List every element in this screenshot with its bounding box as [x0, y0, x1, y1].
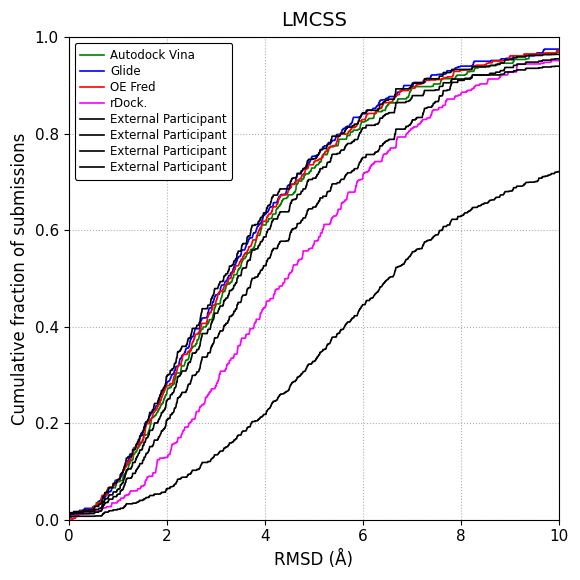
Y-axis label: Cumulative fraction of submissions: Cumulative fraction of submissions [11, 132, 29, 425]
Line: OE Fred: OE Fred [68, 50, 559, 520]
OE Fred [121, 466, 128, 473]
External Participant [253, 221, 260, 228]
External Participant [150, 440, 157, 447]
External Participant [150, 404, 157, 411]
External Participant [121, 463, 128, 470]
Line: External Participant: External Participant [68, 59, 559, 517]
OE Fred [556, 47, 563, 54]
External Participant [65, 514, 72, 521]
Glide [121, 463, 128, 470]
External Participant [494, 194, 501, 201]
Glide [274, 195, 281, 202]
External Participant [546, 172, 553, 179]
External Participant [274, 242, 281, 249]
Legend: Autodock Vina, Glide, OE Fred, rDock., External Participant, External Participan: Autodock Vina, Glide, OE Fred, rDock., E… [75, 43, 233, 180]
Title: LMCSS: LMCSS [281, 11, 347, 30]
Glide [556, 46, 563, 53]
Line: rDock.: rDock. [68, 61, 559, 520]
External Participant [253, 418, 260, 425]
External Participant [65, 514, 72, 521]
External Participant [552, 51, 559, 58]
OE Fred [494, 57, 501, 64]
External Participant [556, 168, 563, 175]
External Participant [253, 274, 260, 281]
OE Fred [274, 198, 281, 205]
External Participant [274, 213, 281, 220]
External Participant [121, 474, 128, 481]
rDock. [546, 59, 553, 66]
External Participant [552, 55, 559, 62]
Autodock Vina [253, 232, 260, 239]
External Participant [150, 492, 157, 499]
External Participant [556, 55, 563, 62]
Line: Glide: Glide [68, 49, 559, 520]
External Participant [554, 168, 561, 175]
Autodock Vina [150, 413, 157, 420]
OE Fred [65, 516, 72, 523]
Glide [65, 516, 72, 523]
OE Fred [150, 409, 157, 416]
Glide [546, 46, 553, 53]
External Participant [274, 190, 281, 197]
External Participant [546, 51, 553, 58]
OE Fred [554, 47, 561, 54]
OE Fred [253, 233, 260, 240]
Line: Autodock Vina: Autodock Vina [68, 52, 559, 519]
External Participant [253, 245, 260, 252]
External Participant [150, 423, 157, 430]
Autodock Vina [494, 61, 501, 68]
rDock. [65, 516, 72, 523]
External Participant [556, 63, 563, 70]
Autodock Vina [121, 471, 128, 478]
External Participant [121, 503, 128, 510]
Line: External Participant: External Participant [68, 55, 559, 517]
Glide [150, 407, 157, 414]
External Participant [494, 68, 501, 75]
External Participant [546, 57, 553, 64]
External Participant [65, 514, 72, 521]
External Participant [546, 63, 553, 70]
External Participant [121, 481, 128, 488]
Autodock Vina [556, 49, 563, 56]
OE Fred [546, 49, 553, 56]
rDock. [150, 469, 157, 476]
rDock. [556, 57, 563, 64]
External Participant [494, 61, 501, 68]
rDock. [494, 75, 501, 82]
Line: External Participant: External Participant [68, 66, 559, 517]
Autodock Vina [554, 49, 561, 56]
External Participant [274, 394, 281, 401]
Glide [494, 57, 501, 64]
rDock. [253, 316, 260, 322]
External Participant [494, 71, 501, 78]
External Participant [552, 63, 559, 70]
Autodock Vina [546, 50, 553, 57]
External Participant [65, 515, 72, 522]
X-axis label: RMSD (Å): RMSD (Å) [274, 550, 353, 569]
Glide [253, 226, 260, 233]
Autodock Vina [65, 516, 72, 523]
rDock. [274, 285, 281, 292]
External Participant [556, 51, 563, 58]
Line: External Participant: External Participant [68, 172, 559, 519]
Glide [541, 46, 548, 53]
rDock. [121, 493, 128, 500]
Autodock Vina [274, 204, 281, 211]
rDock. [548, 57, 555, 64]
